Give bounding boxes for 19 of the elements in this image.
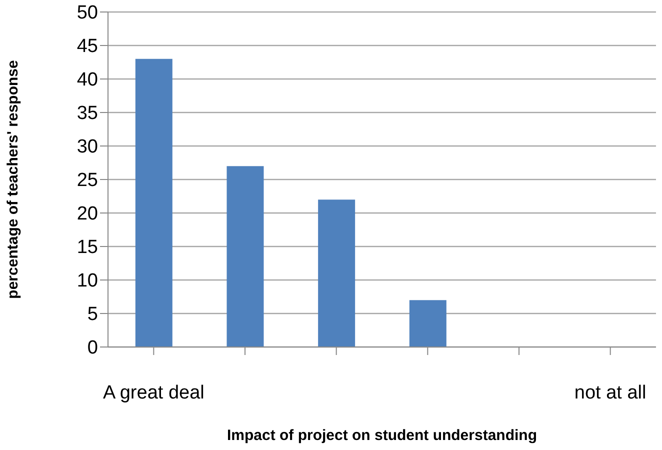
bar — [318, 200, 356, 347]
x-axis-title: Impact of project on student understanding — [226, 427, 538, 444]
y-axis-title: percentage of teachers' response — [4, 60, 22, 299]
y-tick-label: 15 — [76, 237, 98, 258]
bar — [409, 300, 446, 347]
y-tick-label: 45 — [76, 36, 98, 58]
bar — [226, 166, 264, 347]
y-tick-label: 35 — [76, 103, 98, 124]
y-tick-label: 25 — [76, 170, 98, 192]
y-tick-label: 10 — [76, 270, 98, 292]
y-tick-label: 30 — [76, 136, 98, 158]
y-tick-label: 0 — [87, 338, 98, 359]
x-tick-label: not at all — [574, 382, 646, 404]
y-tick-label: 40 — [76, 70, 98, 91]
y-tick-label: 5 — [87, 304, 98, 326]
x-tick-label: A great deal — [102, 382, 204, 404]
y-tick-label: 50 — [76, 2, 98, 24]
bar — [135, 58, 172, 347]
y-tick-label: 20 — [76, 204, 98, 225]
